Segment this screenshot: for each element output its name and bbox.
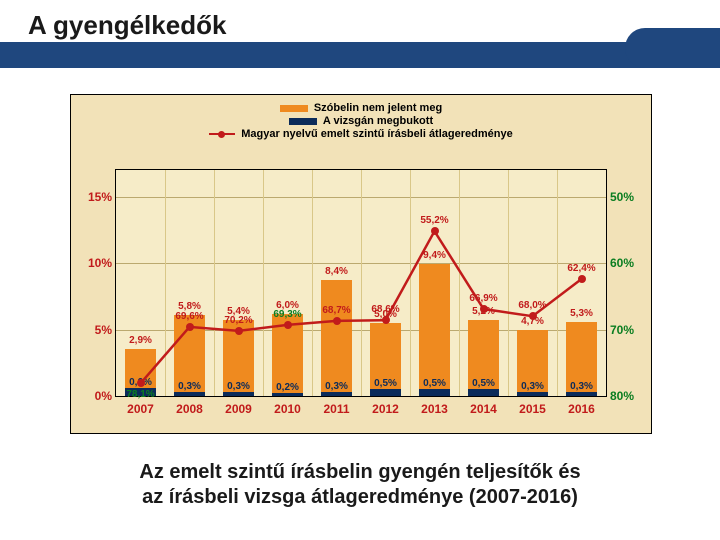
y-left-tick: 5% — [76, 323, 112, 337]
trend-dot — [529, 312, 537, 320]
trend-label: 68,7% — [322, 305, 350, 316]
x-tick: 2013 — [421, 402, 448, 416]
x-tick: 2011 — [323, 402, 349, 416]
x-tick: 2014 — [470, 402, 497, 416]
trend-label: 55,2% — [420, 215, 448, 226]
trend-dot — [235, 327, 243, 335]
legend: Szóbelin nem jelent meg A vizsgán megbuk… — [71, 101, 651, 141]
trend-dot — [137, 379, 145, 387]
trend-label: 70,2% — [224, 315, 252, 326]
slide-root: A gyengélkedők Szóbelin nem jelent meg A… — [0, 0, 720, 540]
caption: Az emelt szintű írásbelin gyengén teljes… — [0, 460, 720, 510]
x-tick: 2016 — [568, 402, 595, 416]
x-tick: 2015 — [519, 402, 546, 416]
title-band-curve — [625, 28, 720, 68]
trend-label: 78,1% — [126, 389, 154, 400]
y-right-tick: 80% — [610, 389, 646, 403]
y-left-tick: 10% — [76, 256, 112, 270]
trend-label: 68,0% — [518, 300, 546, 311]
y-right-tick: 70% — [610, 323, 646, 337]
trend-label: 62,4% — [567, 263, 595, 274]
trend-dot — [186, 323, 194, 331]
x-tick: 2008 — [176, 402, 203, 416]
plot-area: 0%80%5%70%10%60%15%50%2,9%0,6%20075,8%0,… — [115, 169, 607, 397]
trend-dot — [333, 317, 341, 325]
trend-label: 69,3% — [273, 309, 301, 320]
y-right-tick: 60% — [610, 256, 646, 270]
trend-label: 66,9% — [469, 293, 497, 304]
trend-dot — [431, 227, 439, 235]
x-tick: 2010 — [274, 402, 301, 416]
legend-swatch-orange — [280, 105, 308, 112]
caption-line1: Az emelt szintű írásbelin gyengén teljes… — [139, 461, 580, 483]
x-tick: 2012 — [372, 402, 399, 416]
trend-label: 69,6% — [175, 311, 203, 322]
title-band — [0, 42, 720, 68]
trend-dot — [480, 305, 488, 313]
y-left-tick: 0% — [76, 389, 112, 403]
trend-label: 68,6% — [371, 304, 399, 315]
legend-label-navy: A vizsgán megbukott — [323, 115, 433, 127]
x-tick: 2007 — [127, 402, 154, 416]
trend-line — [116, 170, 606, 396]
x-tick: 2009 — [225, 402, 252, 416]
legend-swatch-navy — [289, 118, 317, 125]
y-right-tick: 50% — [610, 190, 646, 204]
legend-swatch-red — [209, 133, 235, 135]
trend-dot — [578, 275, 586, 283]
legend-label-red: Magyar nyelvű emelt szintű írásbeli átla… — [241, 128, 512, 140]
chart-panel: Szóbelin nem jelent meg A vizsgán megbuk… — [70, 94, 652, 434]
trend-dot — [284, 321, 292, 329]
trend-dot — [382, 316, 390, 324]
caption-line2: az írásbeli vizsga átlageredménye (2007-… — [142, 486, 578, 508]
page-title: A gyengélkedők — [28, 10, 226, 41]
legend-label-orange: Szóbelin nem jelent meg — [314, 102, 442, 114]
y-left-tick: 15% — [76, 190, 112, 204]
